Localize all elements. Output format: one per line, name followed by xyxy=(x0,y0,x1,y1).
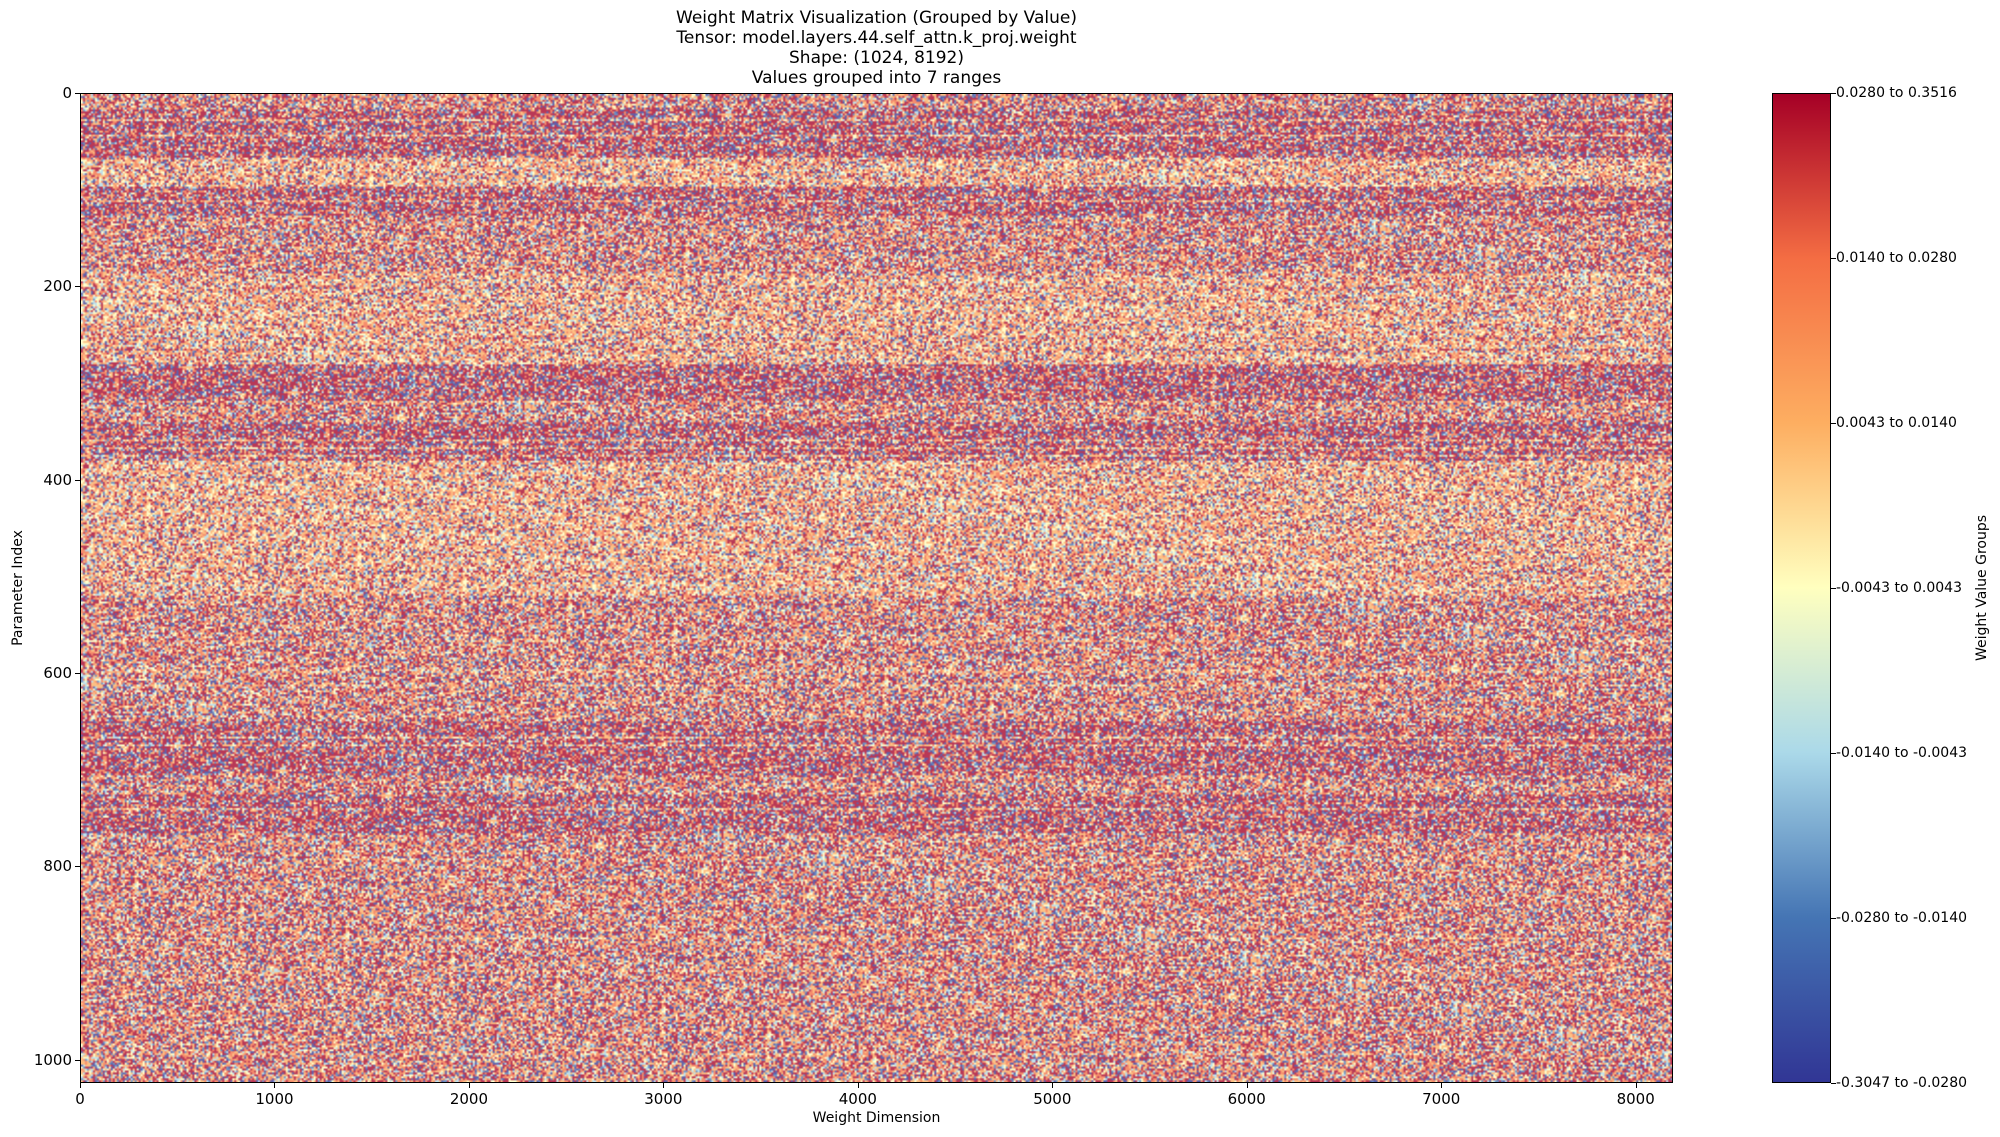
x-tick-mark xyxy=(274,1083,276,1088)
title-line-3: Shape: (1024, 8192) xyxy=(789,48,964,68)
x-tick-label: 4000 xyxy=(838,1090,877,1108)
colorbar-tick-mark xyxy=(1831,258,1836,259)
x-tick-label: 3000 xyxy=(644,1090,683,1108)
y-axis-label: Parameter Index xyxy=(10,530,26,646)
x-tick-mark xyxy=(663,1083,665,1088)
y-tick-mark xyxy=(75,479,80,481)
colorbar-tick-label: -0.0140 to -0.0043 xyxy=(1836,745,1968,761)
y-tick-label: 600 xyxy=(43,664,72,683)
x-tick-label: 6000 xyxy=(1227,1090,1266,1108)
heatmap-image xyxy=(81,94,1672,1082)
heatmap-plot-area xyxy=(80,93,1673,1083)
colorbar-tick-label: -0.0280 to -0.0140 xyxy=(1836,910,1968,926)
y-tick-label: 800 xyxy=(43,857,72,876)
x-tick-label: 7000 xyxy=(1422,1090,1461,1108)
y-tick-label: 400 xyxy=(43,470,72,489)
colorbar-tick-mark xyxy=(1831,423,1836,424)
colorbar-tick-label: 0.0140 to 0.0280 xyxy=(1836,250,1957,266)
colorbar-tick-mark xyxy=(1831,918,1836,919)
x-tick-label: 2000 xyxy=(449,1090,488,1108)
colorbar-tick-label: 0.0280 to 0.3516 xyxy=(1836,85,1957,101)
title-line-1: Weight Matrix Visualization (Grouped by … xyxy=(676,8,1077,28)
x-axis-label: Weight Dimension xyxy=(812,1110,941,1126)
colorbar-tick-mark xyxy=(1831,93,1836,94)
y-tick-mark xyxy=(75,286,80,288)
colorbar-tick-label: -0.0043 to 0.0043 xyxy=(1836,580,1962,596)
x-tick-mark xyxy=(80,1083,81,1088)
chart-title: Weight Matrix Visualization (Grouped by … xyxy=(80,8,1673,88)
y-tick-mark xyxy=(75,93,80,94)
colorbar-tick-mark xyxy=(1831,753,1836,754)
title-line-2: Tensor: model.layers.44.self_attn.k_proj… xyxy=(676,28,1077,48)
title-line-4: Values grouped into 7 ranges xyxy=(751,68,1002,88)
x-tick-mark xyxy=(1246,1083,1248,1088)
x-tick-mark xyxy=(857,1083,859,1088)
x-tick-label: 1000 xyxy=(255,1090,294,1108)
x-tick-label: 0 xyxy=(75,1090,85,1108)
y-tick-label: 200 xyxy=(43,277,72,296)
x-tick-mark xyxy=(1441,1083,1443,1088)
colorbar-tick-label: 0.0043 to 0.0140 xyxy=(1836,415,1957,431)
colorbar-tick-mark xyxy=(1831,588,1836,589)
x-tick-label: 8000 xyxy=(1616,1090,1655,1108)
x-tick-mark xyxy=(468,1083,470,1088)
y-tick-label: 1000 xyxy=(33,1050,72,1069)
x-tick-mark xyxy=(1052,1083,1054,1088)
x-tick-mark xyxy=(1635,1083,1637,1088)
colorbar-tick-mark xyxy=(1831,1083,1836,1084)
y-tick-label: 0 xyxy=(62,84,72,102)
x-tick-label: 5000 xyxy=(1033,1090,1072,1108)
y-tick-mark xyxy=(75,866,80,868)
colorbar-label: Weight Value Groups xyxy=(1974,514,1990,662)
colorbar-tick-label: -0.3047 to -0.0280 xyxy=(1836,1075,1968,1091)
y-tick-mark xyxy=(75,673,80,675)
y-tick-mark xyxy=(75,1059,80,1061)
colorbar xyxy=(1772,93,1831,1083)
